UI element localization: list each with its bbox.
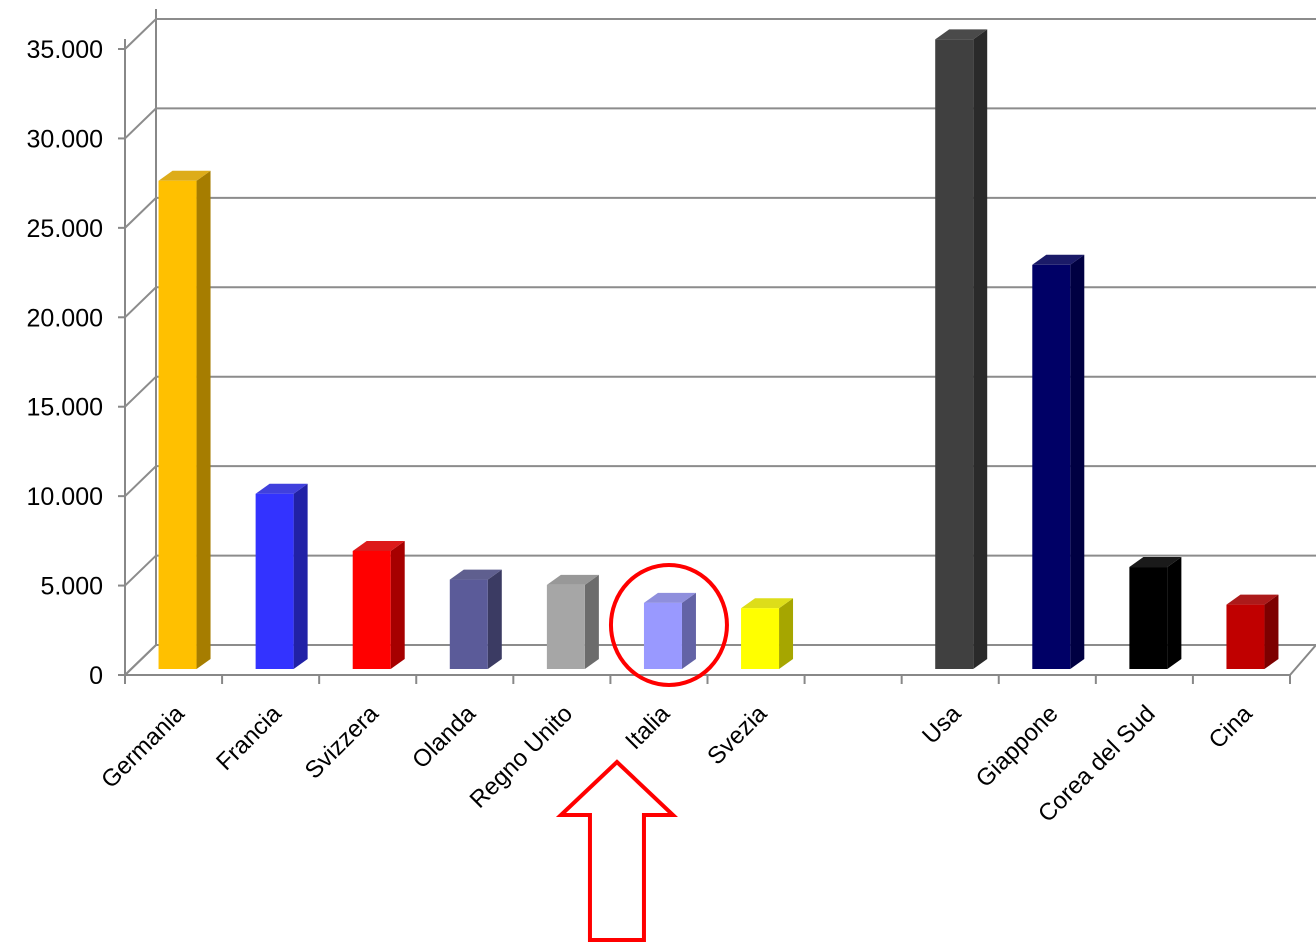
x-tick-label: Svizzera	[300, 700, 385, 785]
bar-germania	[158, 170, 211, 669]
bar-svezia	[741, 598, 794, 669]
bar-side	[973, 29, 988, 670]
y-tick-label: 15.000	[27, 394, 103, 422]
bars	[158, 29, 1279, 670]
bar-italia	[643, 592, 696, 669]
gridline	[124, 18, 1316, 50]
bar-front	[449, 579, 488, 669]
y-tick-label: 10.000	[27, 483, 103, 511]
bar-svizzera	[352, 540, 405, 669]
bar-top	[1226, 594, 1279, 605]
bar-top	[255, 483, 308, 494]
bar-front	[1129, 567, 1168, 669]
gridlines	[124, 18, 1316, 676]
bar-cina	[1226, 594, 1279, 669]
bar-side	[196, 170, 211, 669]
x-tick-label: Italia	[620, 700, 675, 755]
y-axis: 0 5.000 10.000 15.000 20.000 25.000 30.000 35.0…	[27, 36, 125, 690]
gridline	[124, 554, 1316, 587]
x-tick-label: Cina	[1204, 700, 1258, 754]
bar-front	[546, 584, 585, 669]
bar-front	[935, 39, 974, 670]
bar-side	[1167, 557, 1182, 669]
bar-giappone	[1032, 254, 1085, 670]
gridline	[124, 286, 1316, 319]
bar-top	[1129, 557, 1182, 568]
bar-front	[255, 493, 294, 669]
bar-side	[1070, 254, 1085, 670]
x-tick-label: Usa	[917, 700, 967, 750]
bar-front	[158, 180, 197, 669]
bar-olanda	[449, 569, 502, 669]
annotations	[555, 563, 729, 942]
y-tick-label: 5.000	[40, 573, 103, 601]
bar-usa	[935, 29, 988, 670]
bar-side	[681, 592, 696, 669]
bar-top	[352, 540, 405, 551]
gridline	[124, 107, 1316, 140]
bar-side	[779, 598, 794, 669]
bar-top	[741, 598, 794, 609]
y-tick-label: 30.000	[27, 125, 103, 153]
y-tick-label: 25.000	[27, 215, 103, 243]
bar-side	[487, 569, 502, 669]
bar-top	[935, 29, 988, 40]
x-tick-label: Francia	[211, 700, 287, 776]
gridline	[124, 196, 1316, 229]
bar-top	[643, 592, 696, 603]
x-tick-label: Olanda	[407, 700, 481, 774]
y-tick-label: 20.000	[27, 304, 103, 332]
bar-top	[449, 569, 502, 580]
bar-front	[1226, 604, 1265, 669]
x-tick-label: Germania	[96, 700, 190, 794]
x-tick-label: Svezia	[702, 700, 772, 770]
highlight-circle	[608, 563, 729, 687]
bar-side	[1264, 594, 1279, 669]
y-tick-label: 35.000	[27, 36, 103, 64]
bar-top	[158, 170, 211, 181]
bar-regno-unito	[546, 574, 599, 669]
bar-side	[390, 540, 405, 669]
gridline	[124, 644, 1316, 676]
gridline	[124, 465, 1316, 497]
gridline	[124, 375, 1316, 408]
x-tick-label: Regno Unito	[465, 700, 578, 813]
bar-front	[741, 608, 780, 669]
bar-front	[352, 550, 391, 669]
y-tick-label: 0	[89, 662, 103, 690]
bar-side	[293, 483, 308, 669]
bar-front	[1032, 264, 1071, 669]
x-tick-label: Giappone	[971, 700, 1064, 793]
bar-top	[546, 574, 599, 585]
bar-top	[1032, 254, 1085, 265]
bar-side	[584, 574, 599, 669]
bar-francia	[255, 483, 308, 669]
arrow-up-icon	[555, 759, 678, 942]
bar-front	[643, 602, 682, 669]
bar-corea-del-sud	[1129, 557, 1182, 669]
